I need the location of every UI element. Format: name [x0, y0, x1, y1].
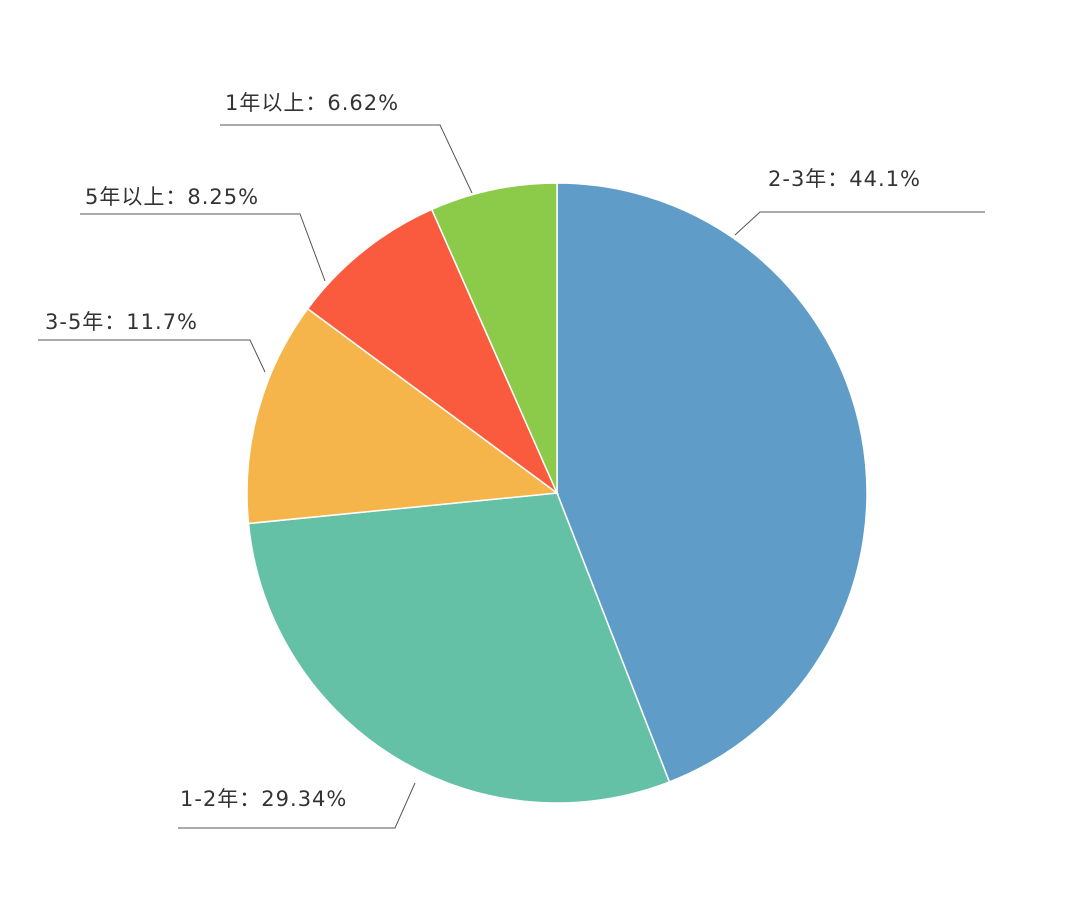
- leader-line: [80, 213, 326, 282]
- data-label: 2-3年：44.1%: [768, 167, 921, 191]
- pie-slice: [247, 492, 671, 804]
- leader-line: [178, 782, 416, 829]
- data-label: 3-5年：11.7%: [45, 310, 198, 334]
- pie-slice: [430, 182, 558, 494]
- data-label: 1年以上：6.62%: [225, 91, 399, 115]
- pie-slice: [246, 307, 560, 525]
- labels: 2-3年：44.1% 1-2年：29.34% 3-5年：11.7% 5年以上：8.25…: [38, 91, 985, 829]
- leader-line: [220, 124, 473, 194]
- pie-slice: [306, 208, 559, 496]
- leader-line: [38, 339, 266, 373]
- data-label: 5年以上：8.25%: [85, 185, 259, 209]
- pie-slice: [556, 182, 868, 783]
- data-label: 1-2年：29.34%: [180, 787, 347, 811]
- leader-line: [734, 211, 985, 236]
- pie: [246, 182, 868, 804]
